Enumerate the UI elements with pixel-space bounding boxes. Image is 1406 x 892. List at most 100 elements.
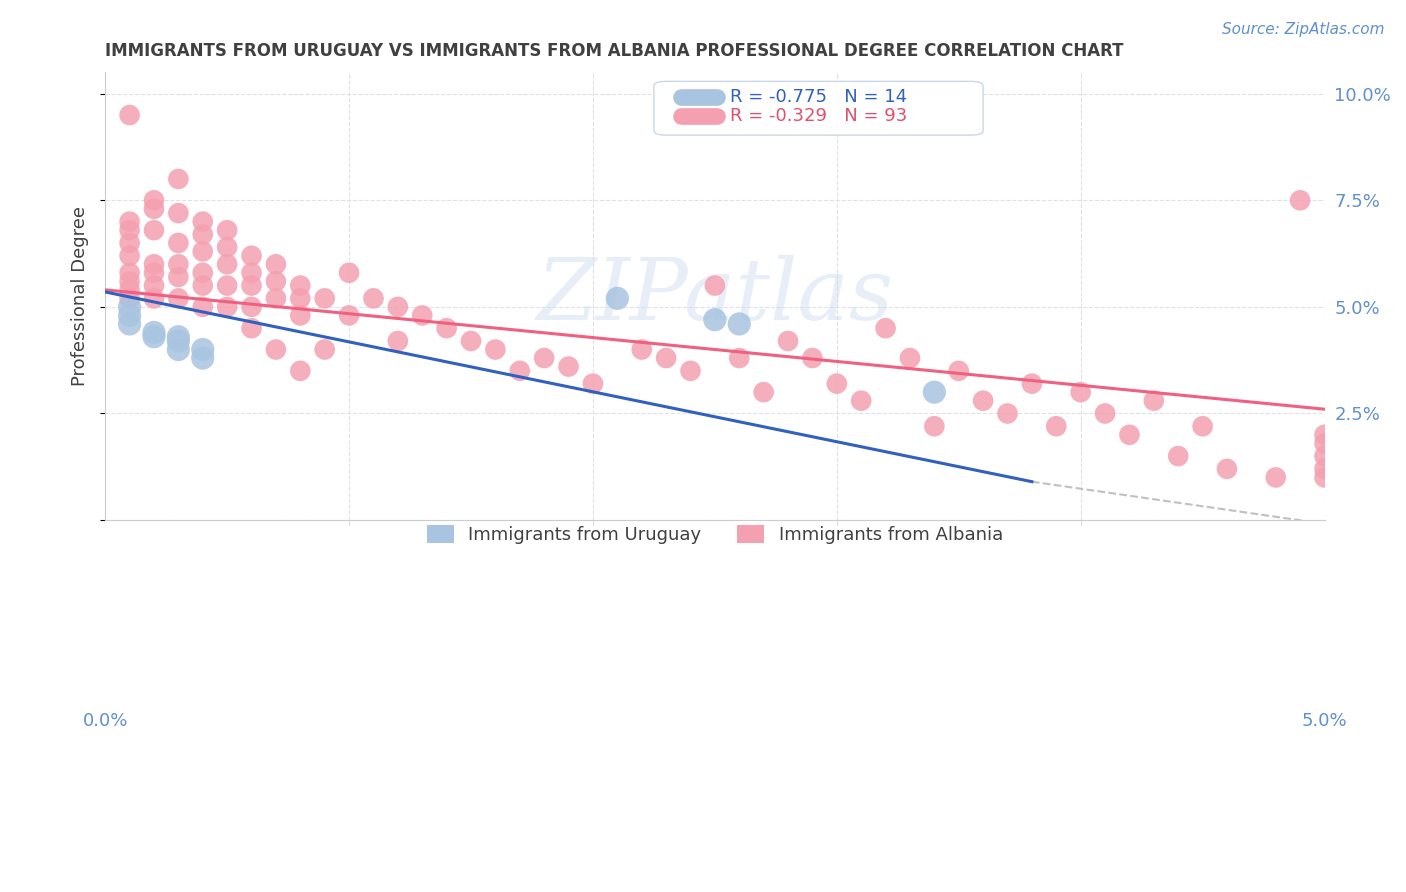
Point <box>264 274 287 288</box>
Point <box>1021 376 1043 391</box>
Point <box>314 291 336 305</box>
Text: ZIPatlas: ZIPatlas <box>536 255 893 337</box>
Point <box>118 266 141 280</box>
Point <box>167 343 190 357</box>
Legend: Immigrants from Uruguay, Immigrants from Albania: Immigrants from Uruguay, Immigrants from… <box>419 517 1011 551</box>
Point <box>924 419 946 434</box>
Point <box>290 364 312 378</box>
Point <box>1313 462 1336 476</box>
Point <box>143 257 166 271</box>
Point <box>337 309 360 323</box>
Point <box>167 172 190 186</box>
Point <box>411 309 433 323</box>
Point <box>167 291 190 305</box>
Point <box>1289 194 1312 208</box>
Point <box>875 321 897 335</box>
Point <box>191 244 214 259</box>
Text: Source: ZipAtlas.com: Source: ZipAtlas.com <box>1222 22 1385 37</box>
Point <box>484 343 506 357</box>
Point <box>851 393 873 408</box>
Point <box>264 257 287 271</box>
Point <box>997 407 1019 421</box>
Point <box>118 249 141 263</box>
Point <box>118 291 141 305</box>
Point <box>118 317 141 331</box>
Point <box>825 376 848 391</box>
Point <box>655 351 678 365</box>
Point <box>217 257 239 271</box>
Point <box>290 291 312 305</box>
Point <box>264 291 287 305</box>
Point <box>118 108 141 122</box>
Point <box>167 270 190 285</box>
Point <box>1313 470 1336 484</box>
Point <box>1167 449 1189 463</box>
Point <box>1264 470 1286 484</box>
Point <box>606 291 628 305</box>
Point <box>752 385 775 400</box>
Point <box>167 330 190 344</box>
Text: 5.0%: 5.0% <box>1302 712 1347 730</box>
Point <box>118 309 141 323</box>
Point <box>290 278 312 293</box>
Point <box>728 351 751 365</box>
Text: R = -0.775   N = 14: R = -0.775 N = 14 <box>730 88 907 106</box>
Point <box>1191 419 1213 434</box>
Point <box>240 249 263 263</box>
Point <box>217 300 239 314</box>
Point <box>118 274 141 288</box>
Point <box>776 334 799 348</box>
Text: R = -0.329   N = 93: R = -0.329 N = 93 <box>730 107 907 125</box>
FancyBboxPatch shape <box>654 81 983 135</box>
Point <box>191 214 214 228</box>
Point <box>533 351 555 365</box>
Point <box>679 364 702 378</box>
Point <box>337 266 360 280</box>
Point <box>1313 427 1336 442</box>
Point <box>118 300 141 314</box>
Text: IMMIGRANTS FROM URUGUAY VS IMMIGRANTS FROM ALBANIA PROFESSIONAL DEGREE CORRELATI: IMMIGRANTS FROM URUGUAY VS IMMIGRANTS FR… <box>105 42 1123 60</box>
Point <box>1216 462 1239 476</box>
Point <box>217 223 239 237</box>
Point <box>143 278 166 293</box>
Point <box>924 385 946 400</box>
Point <box>143 194 166 208</box>
Point <box>118 223 141 237</box>
Point <box>167 235 190 250</box>
Point <box>582 376 605 391</box>
Point <box>240 300 263 314</box>
Point <box>387 300 409 314</box>
Point <box>1143 393 1166 408</box>
Point <box>948 364 970 378</box>
Point <box>143 223 166 237</box>
Point <box>118 214 141 228</box>
Point <box>1045 419 1067 434</box>
Point <box>191 300 214 314</box>
Point <box>1313 449 1336 463</box>
Point <box>363 291 385 305</box>
Point <box>217 278 239 293</box>
Point <box>240 321 263 335</box>
Point <box>217 240 239 254</box>
Point <box>143 291 166 305</box>
Point <box>1070 385 1092 400</box>
Point <box>1094 407 1116 421</box>
Point <box>167 206 190 220</box>
Point <box>191 351 214 365</box>
Text: 0.0%: 0.0% <box>83 712 128 730</box>
Point <box>801 351 824 365</box>
Point <box>509 364 531 378</box>
Point <box>630 343 652 357</box>
Point <box>290 309 312 323</box>
Point <box>143 326 166 340</box>
Point <box>167 257 190 271</box>
Point <box>191 343 214 357</box>
Point <box>118 283 141 297</box>
Point <box>703 312 725 326</box>
Point <box>167 334 190 348</box>
Point <box>728 317 751 331</box>
Point <box>387 334 409 348</box>
Point <box>460 334 482 348</box>
Y-axis label: Professional Degree: Professional Degree <box>72 206 89 386</box>
Point <box>1313 436 1336 450</box>
